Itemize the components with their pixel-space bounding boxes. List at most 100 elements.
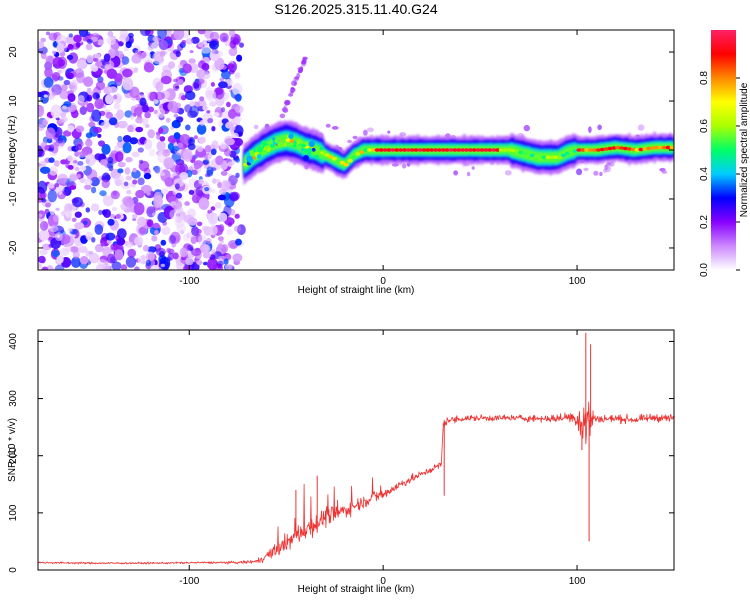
faint-blob	[402, 163, 407, 169]
noise-blob	[82, 220, 88, 226]
noise-blob	[40, 52, 47, 60]
noise-blob	[182, 148, 193, 162]
ridge-core-mark	[440, 148, 446, 152]
noise-blob	[38, 41, 45, 49]
noise-blob	[135, 126, 144, 133]
streak-blob	[281, 107, 288, 113]
noise-blob	[165, 117, 171, 123]
noise-blob	[44, 208, 50, 215]
noise-blob	[38, 105, 45, 117]
noise-blob	[104, 174, 111, 181]
ridge-core-mark	[370, 148, 377, 152]
noise-blob	[141, 104, 150, 113]
ridge-core-mark	[425, 148, 431, 152]
noise-blob	[160, 263, 166, 268]
noise-blob	[228, 209, 236, 216]
noise-blob	[233, 137, 244, 147]
noise-blob	[102, 246, 112, 257]
noise-blob	[132, 167, 137, 173]
noise-blob	[184, 201, 190, 207]
colorbar-label: Normalized spectral amplitude	[739, 82, 750, 217]
ridge-core-mark	[351, 155, 357, 159]
snr-ytick-label: 100	[8, 504, 19, 521]
noise-blob	[105, 111, 113, 119]
noise-blob	[160, 75, 172, 85]
noise-blob	[110, 243, 119, 251]
noise-blob	[187, 244, 194, 251]
noise-blob	[91, 109, 102, 122]
noise-blob	[175, 192, 183, 199]
noise-blob	[227, 63, 235, 70]
noise-blob	[90, 203, 100, 212]
noise-blob	[196, 260, 203, 266]
noise-blob	[86, 169, 98, 181]
noise-blob	[45, 31, 51, 36]
noise-blob	[162, 128, 168, 133]
noise-blob	[116, 109, 124, 120]
noise-blob	[234, 213, 240, 219]
noise-blob	[224, 158, 236, 166]
ridge-blob	[261, 140, 266, 145]
ridge-core-mark	[650, 146, 656, 150]
noise-blob	[86, 102, 95, 113]
noise-blob	[45, 55, 55, 66]
noise-blob	[124, 167, 131, 175]
noise-blob	[215, 87, 225, 100]
noise-blob	[210, 206, 216, 211]
noise-blob	[85, 153, 96, 166]
noise-blob	[143, 172, 152, 180]
noise-blob	[111, 261, 122, 270]
noise-blob	[60, 159, 68, 165]
noise-blob	[138, 226, 147, 235]
noise-blob	[87, 87, 92, 92]
noise-blob	[207, 212, 219, 225]
noise-blob	[183, 264, 192, 270]
noise-blob	[96, 39, 105, 46]
noise-blob	[176, 223, 187, 233]
faint-blob	[367, 127, 374, 133]
ridge-core-mark	[576, 148, 582, 152]
noise-blob	[175, 116, 184, 123]
noise-blob	[209, 40, 219, 50]
ridge-core-mark	[335, 159, 342, 163]
noise-blob	[99, 190, 107, 197]
noise-blob	[170, 201, 176, 206]
noise-blob	[71, 217, 77, 222]
noise-blob	[226, 229, 233, 236]
noise-blob	[163, 157, 175, 169]
noise-blob	[141, 117, 149, 126]
ridge-blob	[307, 147, 313, 153]
noise-blob	[229, 193, 239, 202]
noise-blob	[77, 161, 84, 166]
noise-blob	[152, 36, 158, 42]
noise-blob	[235, 238, 242, 246]
ridge-blob	[303, 148, 309, 153]
noise-blob	[197, 42, 204, 48]
colorbar: 0.0 0.2 0.4 0.6 0.8 Normalized spectral ampl…	[699, 30, 750, 277]
spectrogram-ylabel: Frequency (Hz)	[7, 116, 18, 185]
ridge-core-mark	[545, 155, 551, 160]
noise-blob	[133, 236, 144, 246]
noise-blob	[188, 138, 194, 143]
noise-blob	[56, 254, 64, 264]
noise-blob	[94, 153, 102, 161]
noise-blob	[173, 113, 179, 118]
noise-blob	[123, 181, 129, 187]
noise-blob	[106, 36, 116, 45]
noise-blob	[108, 86, 118, 94]
ridge-core-mark	[467, 148, 473, 152]
noise-blob	[132, 213, 138, 219]
noise-blob	[154, 165, 161, 174]
noise-blob	[160, 172, 166, 177]
snr-ytick-label: 0	[8, 567, 19, 573]
noise-blob	[125, 156, 133, 163]
noise-blob	[198, 136, 206, 144]
noise-blob	[86, 96, 91, 101]
noise-blob	[204, 187, 210, 192]
ridge-blob	[306, 151, 312, 157]
faint-blob	[253, 124, 259, 130]
noise-blob	[65, 246, 72, 253]
noise-blob	[38, 213, 43, 218]
noise-blob	[38, 145, 43, 157]
noise-blob	[113, 103, 121, 110]
